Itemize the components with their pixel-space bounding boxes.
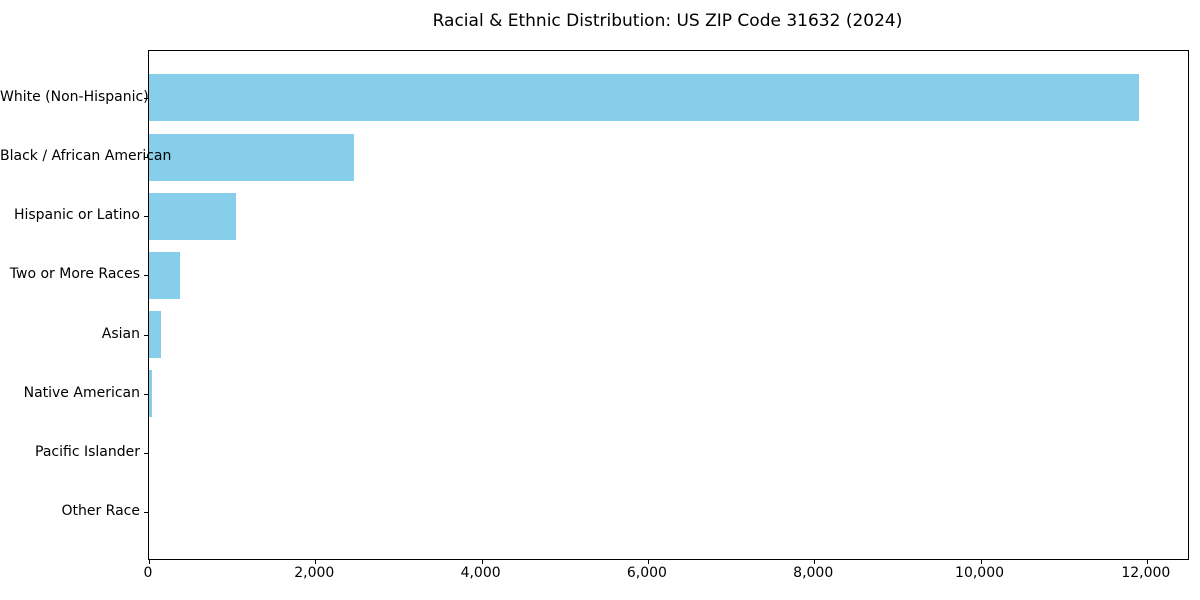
chart-title: Racial & Ethnic Distribution: US ZIP Cod…	[432, 11, 903, 31]
y-tick-label: Asian	[101, 325, 140, 342]
bar-hispanic-or-latino	[149, 192, 237, 240]
x-tick-mark	[1146, 560, 1148, 564]
y-tick-label: Hispanic or Latino	[13, 207, 140, 224]
bar-native-american	[149, 370, 153, 418]
y-tick-mark	[144, 393, 148, 395]
y-tick-label: Other Race	[61, 503, 140, 520]
x-tick-label: 2,000	[294, 565, 335, 581]
x-tick-label: 10,000	[955, 565, 1005, 581]
y-tick-mark	[144, 512, 148, 514]
x-tick-mark	[814, 560, 816, 564]
x-tick-label: 0	[143, 565, 153, 581]
x-tick-mark	[315, 560, 317, 564]
plot-area	[144, 50, 1189, 564]
x-tick-label: 4,000	[460, 565, 501, 581]
x-tick-mark	[481, 560, 483, 564]
y-tick-label: White (Non-Hispanic)	[0, 88, 149, 105]
y-tick-label: Black / African American	[0, 148, 172, 165]
y-tick-mark	[144, 334, 148, 336]
y-tick-mark	[144, 275, 148, 277]
x-tick-mark	[647, 560, 649, 564]
y-tick-mark	[144, 216, 148, 218]
x-tick-label: 8,000	[793, 565, 834, 581]
y-tick-mark	[144, 97, 148, 99]
y-tick-mark	[144, 453, 148, 455]
bar-white-non-hispanic	[149, 74, 1139, 122]
bar-black-african-american	[149, 133, 355, 181]
x-tick-mark	[980, 560, 982, 564]
bar-asian	[149, 311, 161, 359]
x-tick-label: 6,000	[626, 565, 667, 581]
y-tick-label: Pacific Islander	[35, 444, 140, 461]
y-tick-label: Two or More Races	[9, 266, 140, 283]
x-tick-label: 12,000	[1121, 565, 1171, 581]
bar-two-or-more-races	[149, 251, 181, 299]
y-tick-label: Native American	[23, 384, 140, 401]
x-tick-mark	[149, 560, 150, 564]
y-tick-mark	[144, 157, 148, 159]
